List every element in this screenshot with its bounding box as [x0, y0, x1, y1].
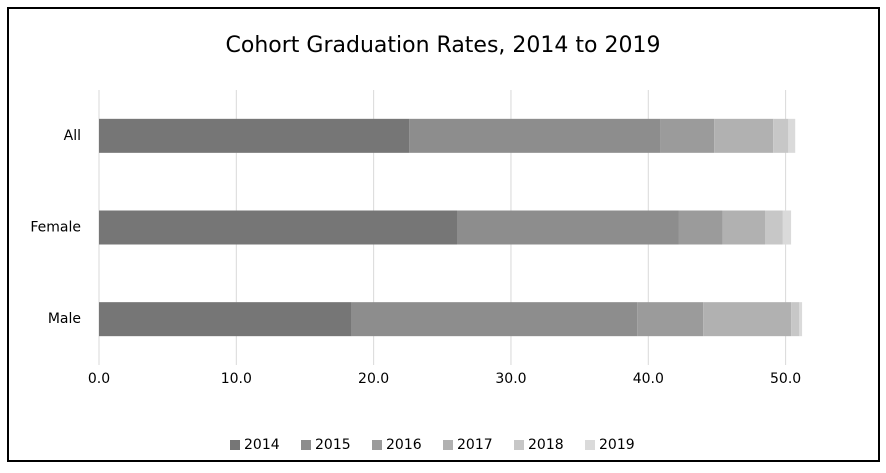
- bar-segment: [788, 118, 796, 153]
- legend-swatch: [372, 440, 382, 450]
- legend-label: 2014: [244, 437, 280, 453]
- x-tick-label: 10.0: [221, 371, 252, 387]
- bar-segment: [99, 118, 410, 153]
- legend-label: 2019: [599, 437, 635, 453]
- x-tick-label: 50.0: [770, 371, 801, 387]
- legend-swatch: [514, 440, 524, 450]
- bar-segment: [722, 210, 766, 245]
- x-tick-label: 40.0: [633, 371, 664, 387]
- legend-label: 2018: [528, 437, 564, 453]
- chart-title: Cohort Graduation Rates, 2014 to 2019: [226, 33, 661, 58]
- bar-segment: [799, 302, 803, 337]
- bar-segment: [660, 118, 715, 153]
- legend-label: 2015: [315, 437, 351, 453]
- legend-swatch: [230, 440, 240, 450]
- x-tick-label: 0.0: [88, 371, 110, 387]
- bar-segment: [773, 118, 789, 153]
- x-tick-label: 20.0: [358, 371, 389, 387]
- bar-segment: [99, 210, 458, 245]
- legend-label: 2017: [457, 437, 493, 453]
- bar-segment: [351, 302, 638, 337]
- legend-swatch: [443, 440, 453, 450]
- bar-segment: [714, 118, 774, 153]
- bar-segment: [765, 210, 783, 245]
- bar-segment: [782, 210, 792, 245]
- legend-swatch: [585, 440, 595, 450]
- bar-segment: [409, 118, 661, 153]
- legend-label: 2016: [386, 437, 422, 453]
- bar-segment: [678, 210, 723, 245]
- bar-segment: [457, 210, 679, 245]
- y-tick-label: Female: [30, 220, 81, 236]
- bar-segment: [99, 302, 352, 337]
- legend-swatch: [301, 440, 311, 450]
- bar-segment: [637, 302, 704, 337]
- bar-segment: [703, 302, 792, 337]
- bar-segment: [791, 302, 800, 337]
- y-tick-label: All: [64, 128, 81, 144]
- x-tick-label: 30.0: [495, 371, 526, 387]
- y-tick-label: Male: [48, 311, 81, 327]
